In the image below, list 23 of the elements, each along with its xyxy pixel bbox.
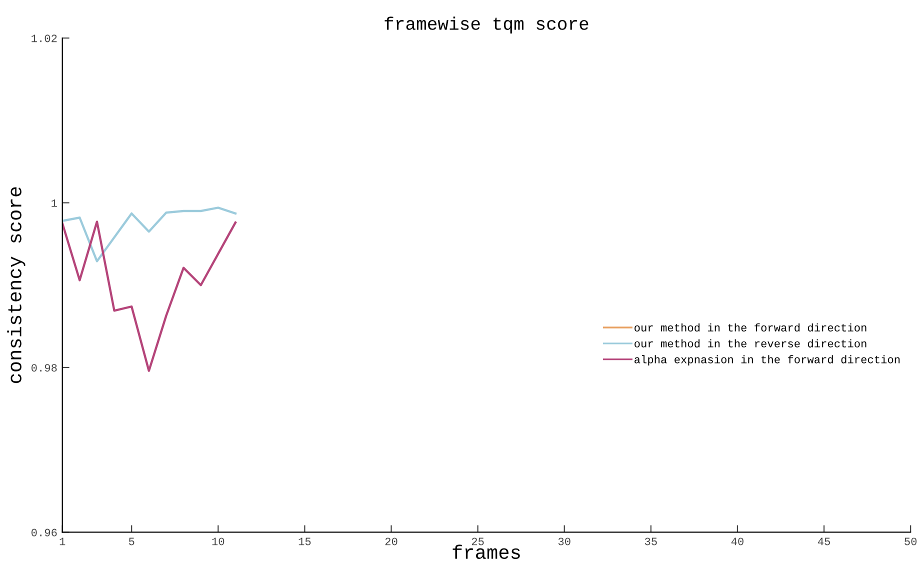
legend-label: alpha expnasion in the forward direction	[634, 355, 900, 366]
y-tick-label: 1.02	[32, 34, 57, 42]
y-tick-label: 0.98	[31, 364, 57, 372]
x-tick-label: 5	[128, 538, 134, 546]
x-tick-label: 35	[644, 538, 657, 546]
legend-label: our method in the reverse direction	[634, 339, 866, 348]
y-axis-title: consistency score	[7, 187, 26, 384]
y-tick-label: 1	[52, 199, 57, 207]
legend-label: our method in the forward direction	[634, 323, 866, 332]
x-tick-label: 25	[472, 538, 484, 546]
x-tick-label: 20	[385, 538, 398, 546]
line-series	[62, 220, 237, 372]
x-tick-label: 50	[904, 538, 917, 546]
x-axis-title: frames	[452, 544, 520, 559]
x-tick-label: 40	[731, 538, 744, 546]
line-series	[62, 206, 237, 262]
x-tick-label: 30	[558, 538, 570, 546]
chart-title: framewise tqm score	[384, 16, 588, 34]
x-tick-label: 10	[212, 538, 224, 546]
x-tick-label: 15	[298, 538, 311, 546]
y-tick-label: 0.96	[31, 528, 57, 536]
x-tick-label: 1	[60, 538, 66, 546]
x-tick-label: 45	[818, 538, 830, 546]
